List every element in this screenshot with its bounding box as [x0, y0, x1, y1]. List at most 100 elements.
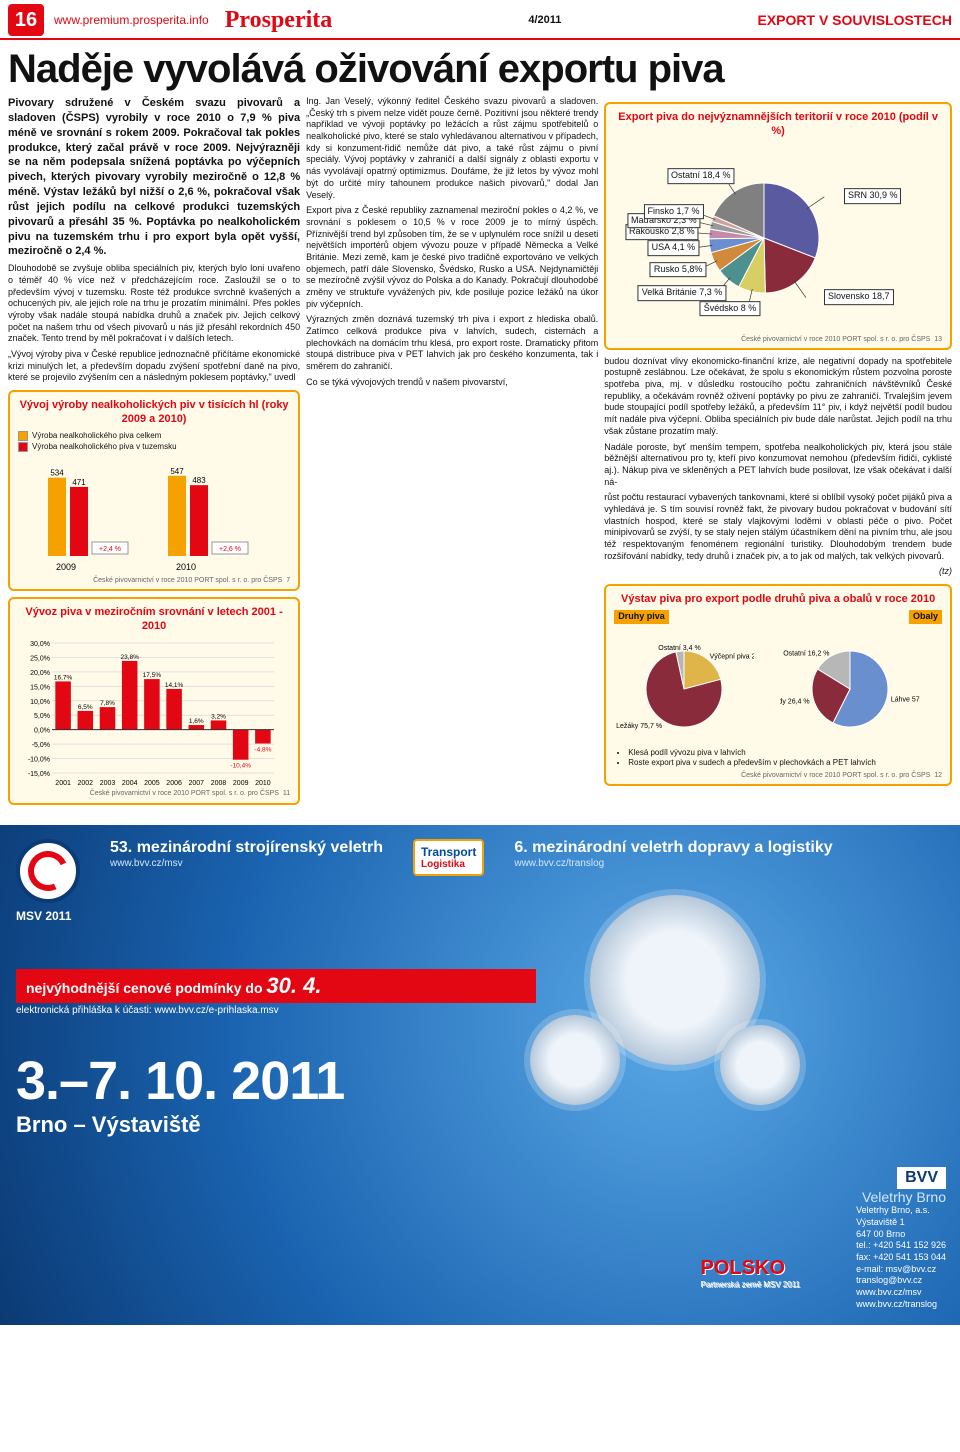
svg-text:17,5%: 17,5%: [143, 673, 162, 680]
svg-text:20,0%: 20,0%: [30, 670, 50, 677]
svg-text:6,5%: 6,5%: [78, 704, 93, 711]
legend-item: Výroba nealkoholického piva v tuzemsku: [18, 442, 290, 453]
svg-text:2010: 2010: [255, 780, 271, 787]
svg-text:7,8%: 7,8%: [100, 701, 115, 708]
price-bar: nejvýhodnější cenové podmínky do 30. 4.: [16, 969, 536, 1003]
svg-text:534: 534: [50, 468, 64, 477]
gear-graphic: [530, 865, 810, 1145]
msv-title: 53. mezinárodní strojírenský veletrh: [110, 839, 383, 857]
msv-block: MSV 2011: [16, 839, 80, 923]
chart-footer: České pivovarnictví v roce 2010 PORT spo…: [18, 789, 290, 798]
body-p: Nadále poroste, byť menším tempem, spotř…: [604, 442, 952, 489]
pie-label: Švédsko 8 %: [700, 301, 761, 317]
translog-top: Transport: [421, 845, 476, 859]
body-p: růst počtu restaurací vybavených tankovn…: [604, 492, 952, 562]
svg-text:2002: 2002: [78, 780, 94, 787]
advert: MSV 2011 53. mezinárodní strojírenský ve…: [0, 825, 960, 1325]
body-p: budou doznívat vlivy ekonomicko-finanční…: [604, 356, 952, 438]
page-number: 16: [8, 4, 44, 36]
pie-label: Finsko 1,7 %: [643, 204, 703, 220]
svg-text:5,0%: 5,0%: [34, 714, 50, 721]
section-label: EXPORT V SOUVISLOSTECH: [758, 12, 952, 28]
chart-title: Výstav piva pro export podle druhů piva …: [614, 592, 942, 606]
svg-text:Láhve 57,4 %: Láhve 57,4 %: [891, 697, 920, 704]
legend-item: Výroba nealkoholického piva celkem: [18, 431, 290, 442]
svg-text:-10,0%: -10,0%: [28, 757, 50, 764]
issue-label: 4/2011: [528, 14, 561, 26]
pie-label: Velká Británie 7,3 %: [638, 285, 727, 301]
chart-footer: České pivovarnictví v roce 2010 PORT spo…: [614, 771, 942, 780]
translog-bot: Logistika: [421, 859, 476, 870]
column-mid: Ing. Jan Veselý, výkonný ředitel Českého…: [306, 96, 598, 811]
footer-text: České pivovarnictví v roce 2010 PORT spo…: [93, 577, 282, 584]
svg-text:25,0%: 25,0%: [30, 656, 50, 663]
pie-label: USA 4,1 %: [648, 240, 700, 256]
chart-title: Vývoz piva v meziročním srovnání v letec…: [18, 605, 290, 634]
svg-text:0,0%: 0,0%: [34, 728, 50, 735]
svg-text:Ostatní 16,2 %: Ostatní 16,2 %: [783, 650, 829, 657]
bvv-name: Veletrhy Brno: [862, 1189, 946, 1205]
svg-text:2007: 2007: [189, 780, 205, 787]
svg-text:+2,6 %: +2,6 %: [219, 546, 241, 553]
pie-label: Rusko 5,8%: [650, 262, 707, 278]
chart-title: Export piva do nejvýznamnějších teritori…: [614, 110, 942, 139]
svg-text:2006: 2006: [166, 780, 182, 787]
page-ref: 12: [934, 772, 942, 779]
svg-text:10,0%: 10,0%: [30, 699, 50, 706]
svg-text:15,0%: 15,0%: [30, 685, 50, 692]
pie-labels: SRN 30,9 % Slovensko 18,7 Švédsko 8 %Velká…: [614, 143, 942, 333]
body-p: Ing. Jan Veselý, výkonný ředitel Českého…: [306, 96, 598, 201]
chart-svg: -15,0%-10,0%-5,0%0,0%5,0%10,0%15,0%20,0%…: [18, 637, 278, 787]
polsko-text: POLSKO: [701, 1257, 785, 1279]
svg-text:-15,0%: -15,0%: [28, 771, 50, 778]
svg-text:471: 471: [72, 478, 86, 487]
svg-text:2003: 2003: [100, 780, 116, 787]
msv-logo-icon: [16, 839, 80, 903]
svg-text:Ležáky 75,7 %: Ležáky 75,7 %: [616, 723, 662, 730]
svg-text:Sudy 26,4 %: Sudy 26,4 %: [780, 699, 810, 706]
group-title: Druhy piva: [614, 610, 669, 624]
page-ref: 11: [283, 790, 290, 797]
pie-label: SRN 30,9 %: [844, 189, 902, 205]
legend-label: Výroba nealkoholického piva celkem: [32, 431, 161, 440]
footer-text: České pivovarnictví v roce 2010 PORT spo…: [741, 336, 930, 343]
svg-text:30,0%: 30,0%: [30, 641, 50, 648]
footer-text: České pivovarnictví v roce 2010 PORT spo…: [741, 772, 930, 779]
svg-text:2005: 2005: [144, 780, 160, 787]
svg-text:-4,8%: -4,8%: [254, 747, 271, 754]
polsko-badge: POLSKO Partnerská země MSV 2011: [701, 1257, 800, 1289]
svg-text:2009: 2009: [233, 780, 249, 787]
chart-svg: 5344712009+2,4 %5474832010+2,6 %: [18, 454, 278, 574]
legend-swatch: [18, 431, 28, 441]
svg-text:14,1%: 14,1%: [165, 682, 184, 689]
svg-text:Výčepní piva 20,9 %: Výčepní piva 20,9 %: [710, 654, 754, 661]
svg-text:23,8%: 23,8%: [120, 654, 139, 661]
bvv-logo: BVV: [897, 1167, 946, 1189]
body-p: Výrazných změn doznává tuzemský trh piva…: [306, 314, 598, 372]
translog-block: Transport Logistika: [413, 839, 484, 876]
translog-title: 6. mezinárodní veletrh dopravy a logisti…: [514, 839, 832, 857]
bvv-block: BVV Veletrhy Brno: [862, 1167, 946, 1205]
chart-svg: Výčepní piva 20,9 %Ležáky 75,7 %Ostatní …: [614, 624, 754, 744]
chart-footer: České pivovarnictví v roce 2010 PORT spo…: [614, 335, 942, 344]
column-right: Export piva do nejvýznamnějších teritori…: [604, 96, 952, 811]
pie-label: Slovensko 18,7: [824, 289, 894, 305]
svg-text:547: 547: [170, 467, 184, 476]
page-ref: 7: [286, 577, 290, 584]
article-body: Pivovary sdružené v Českém svazu pivovar…: [0, 96, 960, 819]
chart-nonalco: Vývoj výroby nealkoholických piv v tisíc…: [8, 390, 300, 591]
body-p: „Vývoj výroby piva v České republice jed…: [8, 349, 300, 384]
msv-name: MSV 2011: [16, 909, 80, 923]
page-ref: 13: [934, 336, 942, 343]
svg-text:-10,4%: -10,4%: [230, 763, 251, 770]
footer-text: České pivovarnictví v roce 2010 PORT spo…: [90, 790, 279, 797]
bar-date: 30. 4.: [266, 973, 321, 998]
translog-badge: Transport Logistika: [413, 839, 484, 876]
svg-text:3,2%: 3,2%: [211, 714, 226, 721]
bullet-list: Klesá podíl vývozu piva v lahvích Roste …: [628, 748, 942, 769]
lead-paragraph: Pivovary sdružené v Českém svazu pivovar…: [8, 96, 300, 259]
contact-block: Veletrhy Brno, a.s. Výstaviště 1 647 00 …: [856, 1205, 946, 1310]
group-title: Obaly: [909, 610, 942, 624]
body-p: Co se týká vývojových trendů v našem piv…: [306, 377, 598, 389]
legend-swatch: [18, 442, 28, 452]
